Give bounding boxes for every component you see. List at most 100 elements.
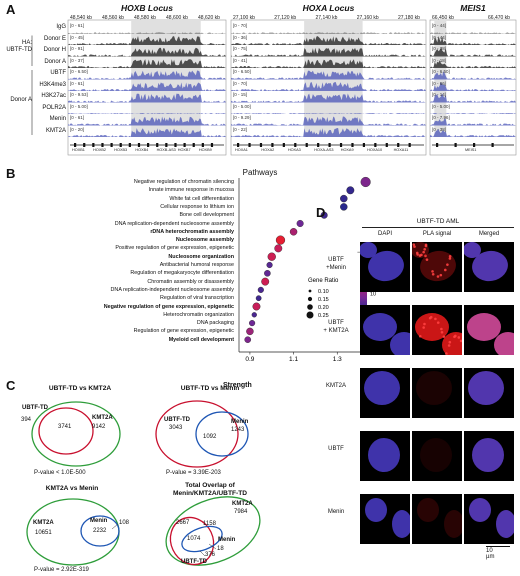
pla-dot-1-0-7 [418,334,422,338]
scale-0-6: [0 - 9.53] [70,92,88,97]
pla-dot-1-1-4 [447,344,451,347]
mic-tile-4-0 [360,494,410,544]
mic-tile-4-1 [412,494,462,544]
exon-1-3 [271,143,274,147]
cell-0-2-1 [464,242,481,258]
exon-0-11 [174,143,177,147]
signal-1-2 [231,47,426,57]
mic-column-0: DAPI [377,231,392,237]
x-tick-label-2: 1.3 [333,356,342,363]
pathway-label-11: Regulation of megakaryocyte differentiat… [130,270,234,277]
mic-tile-1-0 [360,305,410,355]
mic-tile-2-0 [360,368,410,418]
exon-0-6 [128,143,131,147]
exon-0-7 [137,143,141,147]
venn4-kmt2a-ubtf: 2667 [176,520,190,526]
tracks-svg [31,19,517,156]
pathway-label-0: Negative regulation of chromatin silenci… [133,179,234,185]
exon-2-1 [454,143,457,147]
pathway-dot-8 [274,244,283,253]
cell-0-1-0 [420,250,456,282]
pla-dot-0-0-5 [425,258,429,261]
cell-4-1-1 [444,510,462,538]
mic-tile-1-2 [464,305,514,355]
venn2-overlap: 1092 [203,434,217,440]
scale-0-2: [0 - 91] [70,46,85,51]
exon-0-9 [156,143,159,147]
track-label-7: POLR2A [42,104,66,111]
exon-1-0 [237,143,240,147]
track-label-2: Donor H [43,47,66,53]
venn3-title: KMT2A vs Menin [45,485,99,492]
pla-dot-1-1-9 [457,336,461,339]
cell-4-0-0 [365,498,387,522]
exon-1-7 [317,143,320,147]
exon-1-15 [408,143,411,147]
pla-dot-1-0-5 [429,315,433,319]
exon-0-1 [83,143,86,147]
signal-2-0 [430,32,516,34]
gene-1-0: HOXA1 [235,148,248,152]
exon-1-4 [282,143,285,147]
mic-column-2: Merged [478,231,500,237]
cell-1-2-0 [467,313,501,341]
signal-0-7 [68,113,226,114]
mic-tile-svg-1-2 [467,313,514,355]
venn2-pvalue: P-value = 3.39E-203 [166,470,221,476]
gene-1-6: HOXA11 [393,148,409,152]
cell-4-1-0 [417,498,439,522]
cell-2-0-0 [364,371,400,405]
panel-a-genome-tracks: IgG Donor E Donor H Donor A UBTF H3K4me3 H3K27… [0,0,520,160]
size-legend-label-3: 0.25 [318,313,329,319]
venn2-title: UBTF-TD vs Menin [180,385,240,392]
venn4-kmt2a-name: KMT2A [232,501,253,507]
pla-dot-1-1-5 [454,334,457,338]
scale-0-4: [0 - 6.50] [70,69,88,74]
mic-tile-svg-2-0 [364,371,400,405]
x-tick-label-0: 0.9 [245,356,254,363]
pathway-label-19: Myeloid cell development [168,336,234,343]
venn2-only-right: 1243 [231,427,245,433]
scale-1-9: [0 - 22] [233,126,248,132]
coord-2-0: 66,450 kb [432,15,454,21]
cell-3-1-0 [420,438,452,472]
mic-row-label-4: Menin [313,508,359,516]
scale-0-1: [0 - 45] [70,34,85,40]
mic-tile-svg-3-2 [472,438,504,472]
pla-dot-0-1-8 [415,251,419,255]
exon-1-6 [305,143,308,147]
locus-title-0: HOXB Locus [121,3,173,13]
signal-2-9 [430,128,516,137]
cell-0-2-0 [472,250,508,282]
mic-tile-svg-1-0 [363,313,410,355]
venn4-menin-name: Menin [218,537,236,543]
venn1-pvalue: P-value < 1.0E-500 [34,470,86,476]
pla-dot-1-0-3 [442,335,446,338]
scale-1-6: [0 - 15] [233,92,248,97]
panel-label-d: D [316,205,326,220]
pathway-dot-9 [267,252,276,261]
pla-dot-0-0-4 [439,273,443,277]
signal-2-6 [430,93,516,103]
exon-0-4 [110,143,113,147]
coord-0-4: 48,620 kb [198,15,220,21]
mic-tile-svg-4-2 [469,498,514,538]
track-label-3: Donor A [44,58,66,65]
signal-1-8 [231,116,426,126]
pla-dot-1-1-7 [445,352,448,355]
mic-tile-0-2 [464,242,514,292]
gene-1-5: HOXA10 [367,148,383,152]
exon-1-10 [351,143,354,147]
mic-row-label-4-line1: Menin [327,509,345,515]
mic-row-label-0: UBTF +Menin [313,256,359,272]
venn1-only-right: 9142 [92,424,106,430]
pathway-label-1: Innate immune response in mucosa [148,187,234,194]
pathway-label-16: Heterochromatin organization [163,311,234,318]
pathway-dot-18 [246,327,254,336]
exon-1-5 [294,143,297,147]
pla-dot-1-0-0 [440,330,444,334]
signal-1-6 [231,93,426,103]
